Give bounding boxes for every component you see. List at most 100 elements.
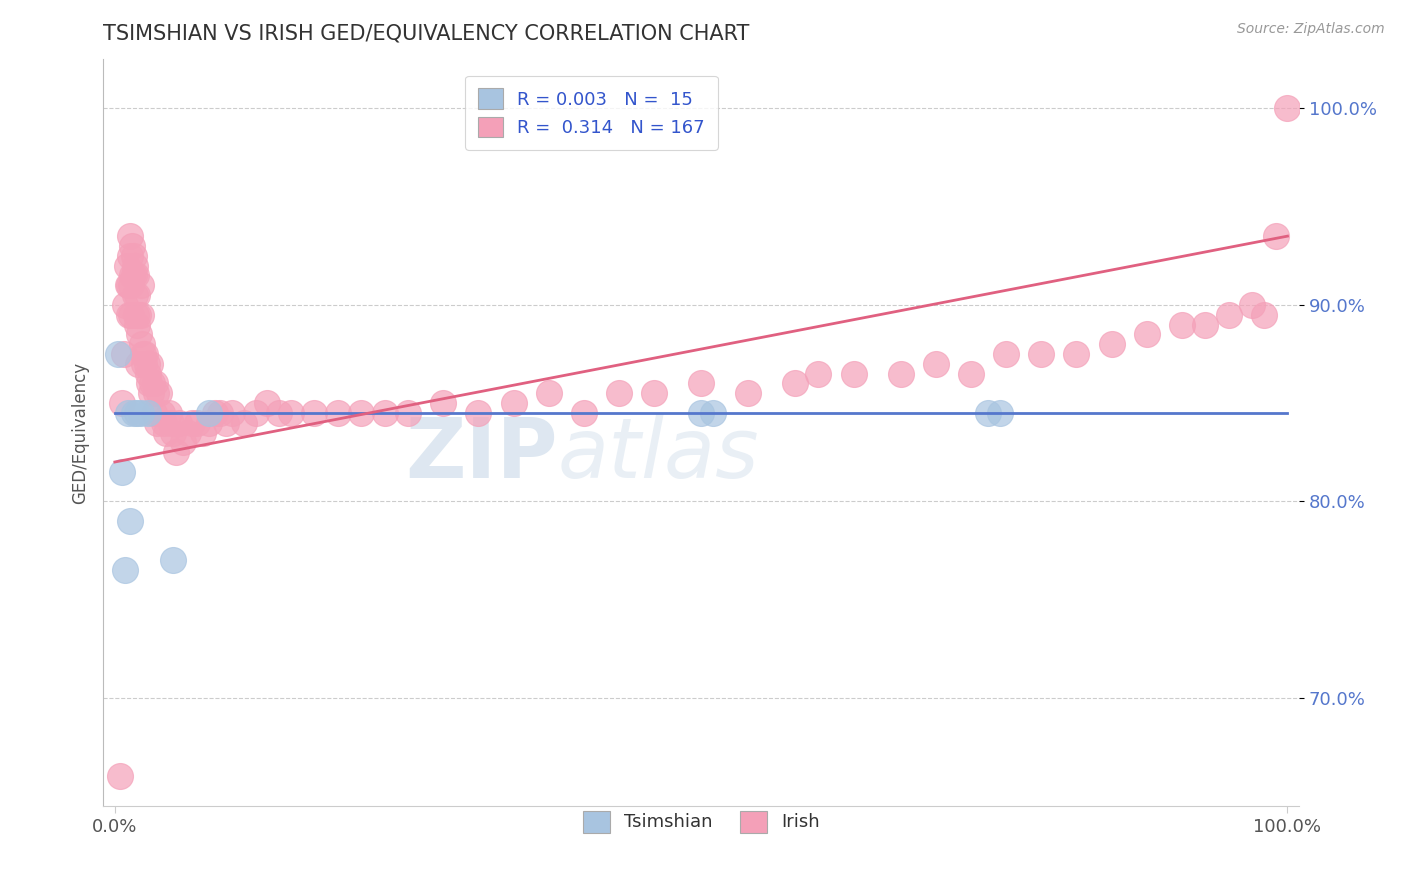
Point [995,347,1018,361]
Point [132,347,155,361]
Point [138,376,160,391]
Point [108,769,131,783]
Point [129,278,152,293]
Point [197,406,219,420]
Point [136,367,159,381]
Point [107,347,129,361]
Point [121,268,143,283]
Point [157,406,180,420]
Point [111,396,134,410]
Point [537,386,560,401]
Point [209,406,232,420]
Point [145,386,167,401]
Point [114,563,136,577]
Point [127,318,149,332]
Point [120,278,142,293]
Point [690,406,713,420]
Point [1101,337,1123,351]
Point [267,406,290,420]
Point [245,406,267,420]
Point [153,416,176,430]
Point [155,425,177,440]
Point [127,308,149,322]
Point [131,337,153,351]
Point [162,553,184,567]
Point [690,376,713,391]
Point [181,416,204,430]
Point [1264,229,1286,244]
Point [1253,308,1275,322]
Point [374,406,396,420]
Point [221,406,243,420]
Point [502,396,524,410]
Point [204,406,226,420]
Point [1136,327,1159,342]
Point [128,327,150,342]
Y-axis label: GED/Equivalency: GED/Equivalency [72,361,89,504]
Point [122,249,145,263]
Point [139,357,162,371]
Point [960,367,983,381]
Point [134,357,156,371]
Point [889,367,911,381]
Point [141,376,163,391]
Point [176,425,198,440]
Point [148,386,170,401]
Point [256,396,278,410]
Point [124,288,146,302]
Point [186,416,208,430]
Text: TSIMSHIAN VS IRISH GED/EQUIVALENCY CORRELATION CHART: TSIMSHIAN VS IRISH GED/EQUIVALENCY CORRE… [103,24,749,44]
Point [124,259,146,273]
Point [1066,347,1088,361]
Point [120,249,142,263]
Point [129,308,152,322]
Point [134,347,156,361]
Point [117,406,139,420]
Point [702,406,724,420]
Point [125,308,148,322]
Point [1218,308,1240,322]
Point [925,357,948,371]
Point [1241,298,1264,312]
Point [191,425,214,440]
Point [162,425,184,440]
Point [111,465,134,479]
Point [215,416,238,430]
Point [117,278,139,293]
Point [141,386,163,401]
Point [197,416,219,430]
Point [1171,318,1194,332]
Point [143,376,166,391]
Point [120,514,142,528]
Point [160,416,183,430]
Point [1031,347,1053,361]
Point [112,347,135,361]
Point [146,416,169,430]
Point [607,386,630,401]
Point [807,367,830,381]
Point [121,239,143,253]
Point [396,406,419,420]
Point [643,386,665,401]
Point [129,406,152,420]
Point [127,406,149,420]
Point [125,268,148,283]
Text: Source: ZipAtlas.com: Source: ZipAtlas.com [1237,22,1385,37]
Point [988,406,1011,420]
Point [737,386,759,401]
Point [118,278,141,293]
Point [118,308,141,322]
Point [135,357,157,371]
Point [114,298,136,312]
Point [232,416,254,430]
Point [783,376,806,391]
Point [280,406,302,420]
Point [172,435,194,450]
Point [432,396,454,410]
Point [127,357,149,371]
Point [120,229,142,244]
Point [326,406,349,420]
Point [572,406,595,420]
Point [142,406,165,420]
Point [122,406,145,420]
